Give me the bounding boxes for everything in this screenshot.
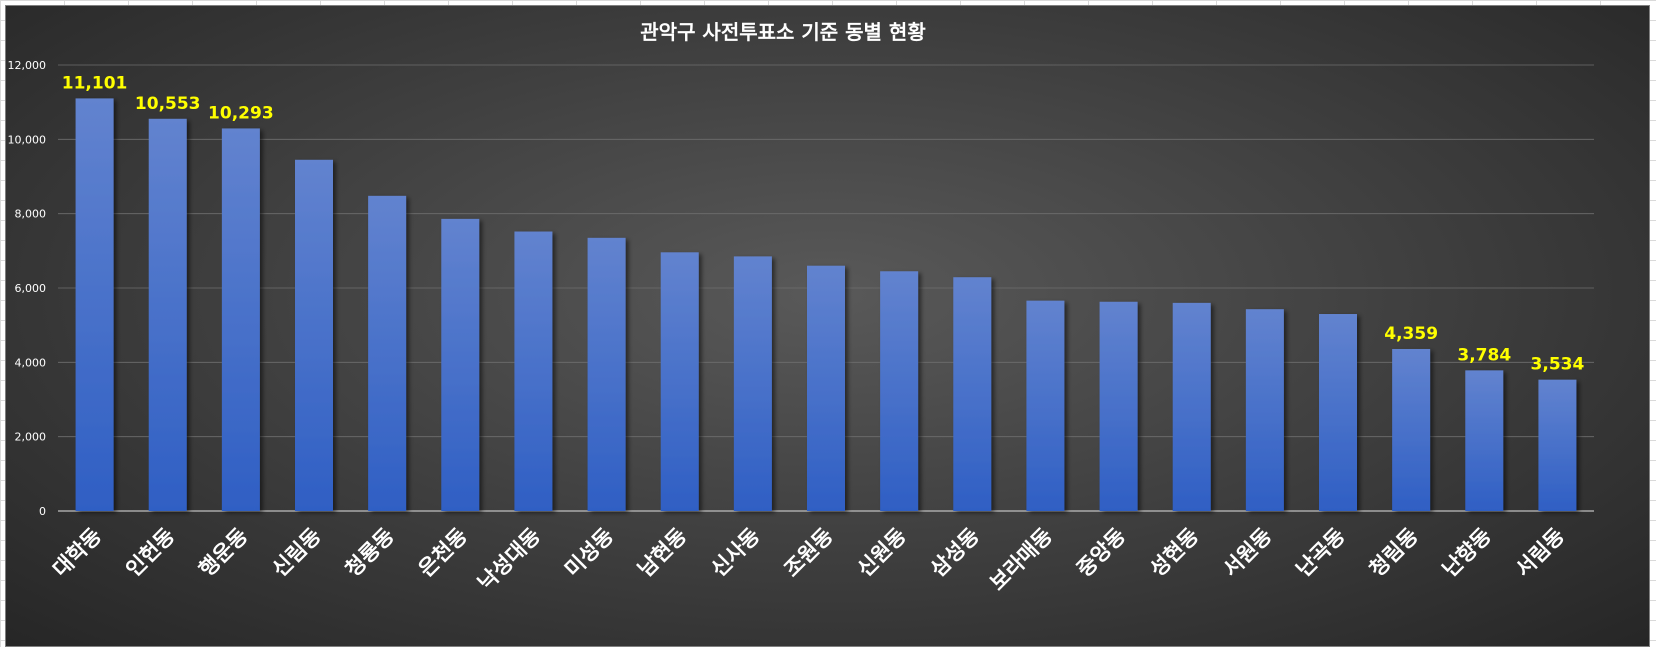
bar-은천동 bbox=[441, 218, 480, 511]
x-tick-label: 남현동 bbox=[633, 524, 691, 582]
x-axis: 대학동 인헌동 행운동 신림동 청룡동 은천동 낙성대동 미성동 남현동 신사동 조원동 신원동 삼성동… bbox=[48, 524, 1569, 596]
bar-미성동 bbox=[587, 237, 626, 511]
data-label: 11,101 bbox=[62, 73, 128, 93]
data-label: 3,534 bbox=[1531, 355, 1585, 375]
data-labels: 11,101 10,553 10,293 4,359 3,784 3,534 bbox=[62, 73, 1585, 374]
y-tick-label: 4,000 bbox=[15, 356, 47, 369]
bar-난곡동 bbox=[1319, 314, 1357, 511]
y-tick-label: 12,000 bbox=[8, 59, 47, 72]
x-tick-label: 난향동 bbox=[1438, 524, 1496, 582]
x-tick-label: 은천동 bbox=[414, 524, 472, 582]
bar-대학동 bbox=[75, 98, 114, 511]
y-tick-label: 6,000 bbox=[15, 282, 47, 295]
y-tick-label: 8,000 bbox=[15, 208, 47, 221]
bar-남현동 bbox=[660, 252, 699, 511]
x-tick-label: 조원동 bbox=[780, 524, 838, 582]
x-tick-label: 신림동 bbox=[268, 524, 326, 582]
x-tick-label: 중앙동 bbox=[1072, 524, 1130, 582]
bars bbox=[75, 98, 1577, 512]
data-label: 4,359 bbox=[1384, 324, 1438, 344]
bar-서림동 bbox=[1538, 379, 1577, 511]
x-tick-label: 낙성대동 bbox=[473, 524, 545, 596]
data-label: 10,553 bbox=[135, 94, 201, 114]
x-tick-label: 인헌동 bbox=[121, 524, 179, 582]
x-tick-label: 서림동 bbox=[1511, 524, 1569, 582]
data-label: 3,784 bbox=[1457, 345, 1511, 365]
x-tick-label: 행운동 bbox=[194, 524, 252, 582]
x-tick-label: 신원동 bbox=[853, 524, 911, 582]
x-tick-label: 삼성동 bbox=[926, 524, 984, 582]
chart-title: 관악구 사전투표소 기준 동별 현황 bbox=[640, 20, 926, 44]
bar-신원동 bbox=[880, 271, 919, 511]
bar-성현동 bbox=[1172, 302, 1211, 511]
x-tick-label: 서원동 bbox=[1218, 524, 1276, 582]
y-axis: 0 2,000 4,000 6,000 8,000 10,000 12,000 bbox=[8, 59, 47, 518]
x-tick-label: 청룡동 bbox=[341, 524, 399, 582]
bar-난향동 bbox=[1465, 370, 1504, 511]
bar-중앙동 bbox=[1099, 301, 1138, 511]
bar-청룡동 bbox=[368, 195, 407, 511]
x-tick-label: 성현동 bbox=[1145, 524, 1203, 582]
x-tick-label: 미성동 bbox=[560, 524, 618, 582]
y-tick-label: 2,000 bbox=[15, 431, 47, 444]
bar-낙성대동 bbox=[514, 231, 553, 512]
bar-신림동 bbox=[295, 159, 333, 511]
bar-chart: 관악구 사전투표소 기준 동별 현황 0 2,000 4,000 6,000 8,000… bbox=[8, 20, 1594, 596]
x-tick-label: 보라매동 bbox=[985, 524, 1057, 596]
bar-삼성동 bbox=[953, 277, 992, 511]
bar-조원동 bbox=[807, 265, 845, 511]
data-label: 10,293 bbox=[208, 103, 274, 123]
bar-보라매동 bbox=[1026, 300, 1065, 511]
x-tick-label: 난곡동 bbox=[1292, 524, 1350, 582]
bar-행운동 bbox=[221, 128, 260, 512]
bar-인헌동 bbox=[148, 118, 187, 512]
bar-서원동 bbox=[1245, 309, 1284, 511]
y-tick-label: 0 bbox=[39, 505, 46, 518]
bar-청림동 bbox=[1392, 348, 1431, 511]
x-tick-label: 대학동 bbox=[48, 524, 106, 582]
bar-신사동 bbox=[733, 256, 772, 511]
chart-area[interactable]: 관악구 사전투표소 기준 동별 현황 0 2,000 4,000 6,000 8,000… bbox=[5, 5, 1650, 647]
y-tick-label: 10,000 bbox=[8, 133, 47, 146]
x-tick-label: 청림동 bbox=[1365, 524, 1423, 582]
x-tick-label: 신사동 bbox=[706, 524, 764, 582]
